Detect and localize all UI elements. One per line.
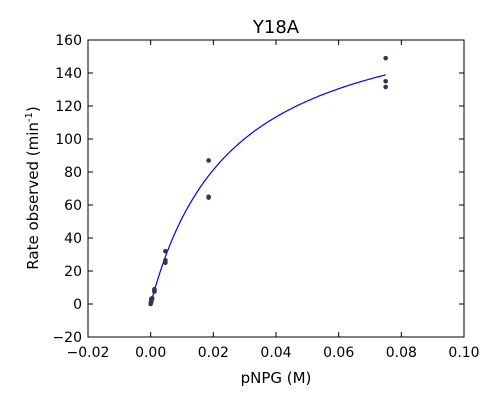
- y-tick-label: −20: [52, 330, 82, 346]
- x-tick-label: 0.10: [448, 345, 479, 361]
- fit-curve: [150, 74, 386, 305]
- data-point: [383, 84, 388, 90]
- y-tick-label: 60: [64, 198, 82, 214]
- y-tick-label: 40: [64, 231, 82, 247]
- x-tick-label: 0.02: [198, 345, 229, 361]
- y-tick-label: 120: [55, 99, 82, 115]
- y-axis-ticks: −20 0 20 40 60 80 100 120 140 160: [52, 33, 464, 346]
- y-axis-label-close: ): [24, 106, 42, 112]
- y-tick-label: 100: [55, 132, 82, 148]
- x-tick-label: 0.06: [323, 345, 354, 361]
- y-tick-label: 80: [64, 165, 82, 181]
- x-tick-label: 0.04: [260, 345, 291, 361]
- data-point: [206, 158, 211, 163]
- x-tick-label: 0.08: [386, 345, 417, 361]
- y-axis-label-main: Rate observed (min: [24, 122, 42, 270]
- x-axis-label: pNPG (M): [241, 369, 312, 387]
- y-tick-label: 140: [55, 66, 82, 82]
- data-point: [383, 55, 388, 61]
- x-axis-ticks: −0.02 0.00 0.02 0.04 0.06 0.08 0.10: [67, 40, 480, 361]
- x-tick-label: 0.00: [135, 345, 166, 361]
- y-tick-label: 160: [55, 33, 82, 49]
- data-point: [383, 78, 388, 84]
- data-point: [149, 295, 155, 301]
- data-point: [152, 288, 157, 294]
- data-point: [163, 257, 168, 263]
- y-axis-label-superscript: -1: [24, 112, 35, 122]
- chart-title: Y18A: [252, 17, 300, 38]
- y-tick-label: 20: [64, 264, 82, 280]
- data-point: [163, 248, 168, 254]
- data-point: [206, 195, 211, 200]
- x-tick-label: −0.02: [67, 345, 110, 361]
- plot-area: [87, 39, 465, 338]
- data-points: [148, 55, 388, 307]
- y-tick-label: 0: [73, 297, 82, 313]
- y-axis-label: Rate observed (min-1): [24, 106, 42, 269]
